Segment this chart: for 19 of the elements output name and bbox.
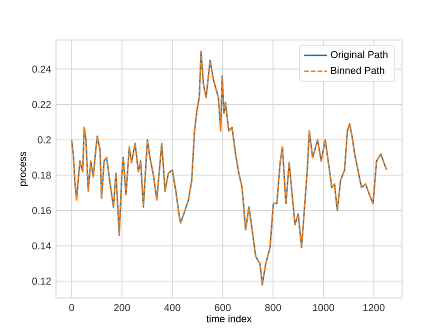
x-tick-label: 200 xyxy=(114,304,130,312)
x-tick-label: 1000 xyxy=(313,304,334,312)
y-tick-label: 0.22 xyxy=(32,100,51,108)
x-tick-label: 800 xyxy=(265,304,282,312)
x-tick-label: 400 xyxy=(164,304,180,312)
legend-label: Original Path xyxy=(330,50,388,60)
x-axis-title: time index xyxy=(206,314,252,322)
x-tick-label: 600 xyxy=(214,304,231,312)
y-tick-label: 0.16 xyxy=(32,206,51,214)
y-axis-title: process xyxy=(20,152,28,186)
y-tick-label: 0.12 xyxy=(32,278,51,285)
x-tick-label: 1200 xyxy=(363,304,385,312)
line-series xyxy=(70,50,388,286)
x-tick-label: 0 xyxy=(69,304,74,312)
legend-label: Binned Path xyxy=(331,66,384,74)
y-tick-label: 0.18 xyxy=(32,172,51,179)
y-tick-label: 0.14 xyxy=(32,242,52,250)
y-tick-label: 0.24 xyxy=(32,66,52,73)
y-tick-label: 0.2 xyxy=(38,136,51,144)
